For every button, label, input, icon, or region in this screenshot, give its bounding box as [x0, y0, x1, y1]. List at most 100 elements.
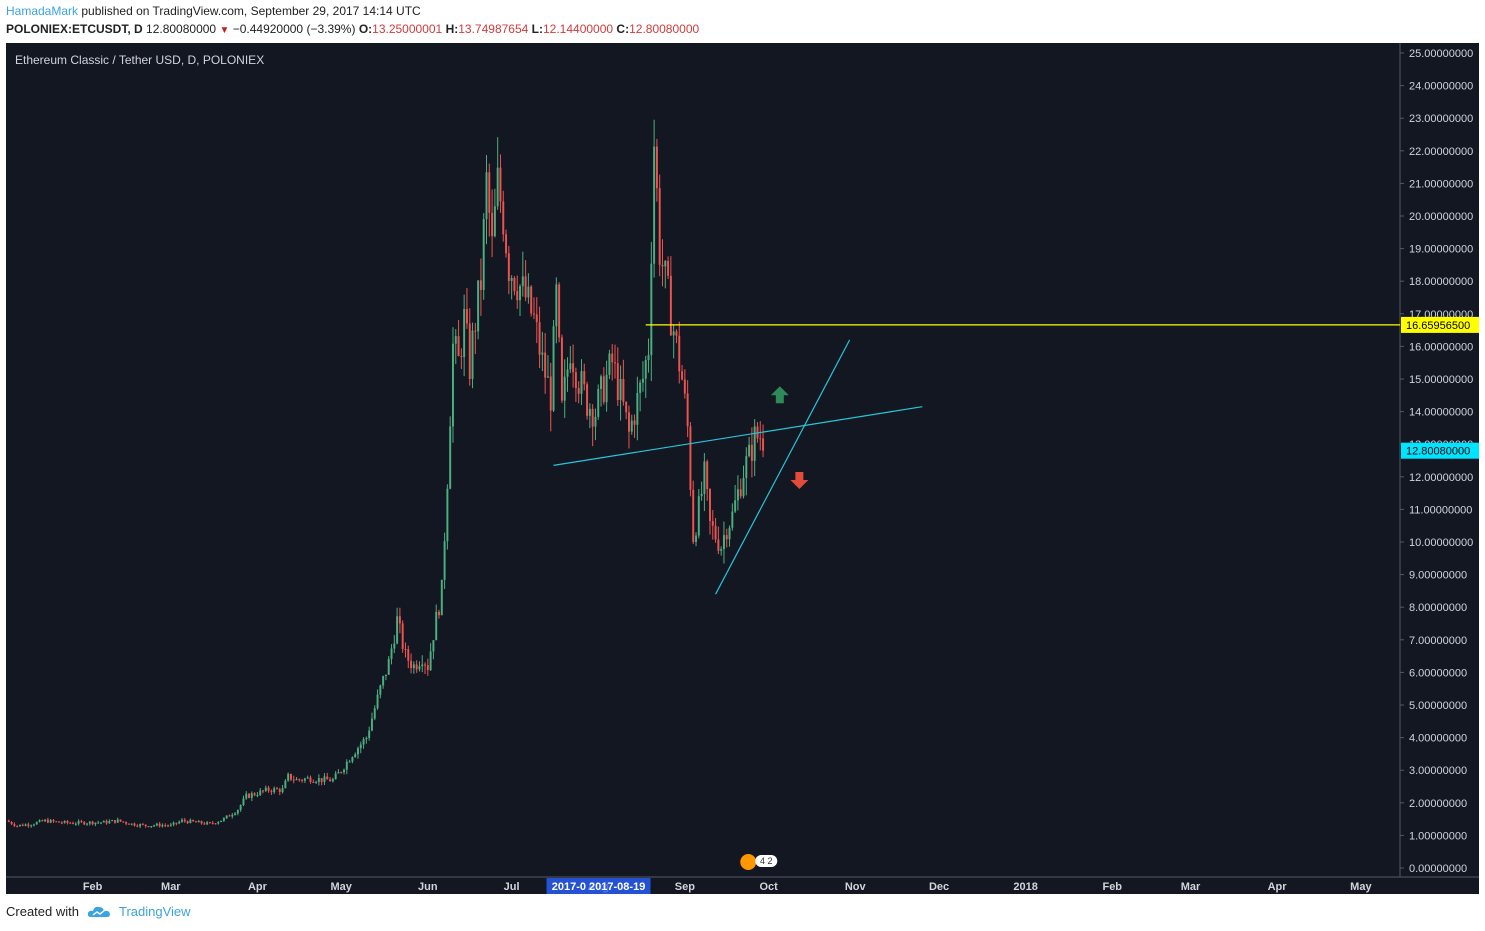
y-tick-label: 4.00000000 [1409, 733, 1467, 745]
candle-body [113, 820, 116, 823]
candle-body [133, 823, 136, 826]
y-tick-label: 10.00000000 [1409, 537, 1473, 549]
y-tick-label: 12.00000000 [1409, 472, 1473, 484]
candle-body [703, 461, 706, 494]
candle-body [594, 416, 597, 427]
candle-body [74, 823, 77, 825]
candle-body [32, 824, 35, 826]
y-tick-label: 7.00000000 [1409, 635, 1467, 647]
candle-body [298, 779, 301, 781]
candle-body [161, 825, 164, 827]
candle-body [488, 172, 491, 213]
author-link[interactable]: HamadaMark [6, 4, 79, 18]
candle-body [379, 685, 382, 695]
trendline [715, 339, 851, 595]
close-value: 12.80080000 [629, 22, 700, 36]
high-value: 13.74987654 [458, 22, 529, 36]
candle-body [267, 787, 270, 791]
x-tick-label: Jun [418, 881, 438, 893]
candle-body [63, 820, 66, 823]
candle-body [440, 579, 443, 616]
tradingview-link[interactable]: TradingView [118, 904, 191, 919]
candle-body [217, 821, 220, 824]
candle-body [463, 308, 466, 358]
candle-body [658, 188, 661, 265]
candle-body [527, 286, 530, 298]
candle-body [415, 664, 418, 670]
candle-body [588, 408, 591, 416]
candle-body [278, 789, 281, 793]
candle-body [10, 821, 13, 825]
candle-body [706, 461, 709, 490]
candle-body [426, 665, 429, 671]
tradingview-cloud-icon[interactable] [87, 905, 111, 919]
candle-body [276, 788, 278, 790]
candle-body [709, 489, 711, 521]
candle-body [669, 275, 672, 336]
candle-body [228, 815, 231, 817]
candle-body [686, 393, 689, 427]
price-chart[interactable]: 25.00000000 24.00000000 23.00000000 22.0000… [6, 43, 1479, 894]
candle-body [432, 640, 435, 652]
candle-body [18, 824, 21, 826]
candle-body [256, 795, 259, 797]
candle-body [546, 376, 549, 378]
candle-body [493, 206, 496, 237]
candle-body [231, 814, 234, 817]
candle-body [608, 353, 611, 375]
y-tick-label: 16.00000000 [1409, 341, 1473, 353]
x-tick-label: Apr [248, 881, 268, 893]
candle-body [111, 820, 114, 822]
chart-panel[interactable]: 25.00000000 24.00000000 23.00000000 22.0000… [6, 43, 1479, 894]
candle-body [611, 353, 614, 363]
candle-body [499, 167, 502, 202]
candle-body [373, 708, 376, 719]
candle-body [264, 787, 267, 791]
y-tick-label: 6.00000000 [1409, 667, 1467, 679]
high-label: H: [445, 22, 459, 36]
candle-body [563, 376, 566, 401]
candle-body [46, 819, 49, 823]
y-tick-label: 5.00000000 [1409, 700, 1467, 712]
candle-body [7, 820, 10, 822]
candle-body [630, 420, 633, 432]
candle-body [421, 664, 424, 667]
candle-body [66, 820, 69, 823]
candle-body [750, 444, 753, 461]
candle-body [697, 496, 700, 536]
candle-body [200, 821, 203, 824]
candle-body [507, 253, 510, 281]
candle-body [410, 660, 413, 669]
candle-body [136, 825, 139, 827]
candle-body [566, 369, 569, 377]
candle-body [153, 825, 156, 827]
candle-body [745, 456, 748, 478]
candle-body [681, 371, 684, 380]
candle-body [639, 382, 642, 393]
candle-body [362, 739, 365, 745]
candle-body [245, 793, 248, 799]
candle-body [650, 263, 653, 356]
candle-body [365, 737, 368, 740]
triangle-down-icon: ▼ [219, 25, 230, 36]
candle-body [38, 820, 41, 823]
candle-body [521, 276, 524, 287]
candle-body [69, 822, 72, 824]
candle-body [627, 412, 630, 432]
candle-body [236, 810, 239, 814]
candle-body [186, 821, 189, 824]
candle-body [225, 815, 228, 819]
y-tick-label: 1.00000000 [1409, 830, 1467, 842]
candle-body [625, 401, 628, 413]
candle-body [329, 779, 332, 782]
candle-body [549, 376, 552, 411]
candle-body [552, 326, 555, 411]
candle-body [30, 825, 33, 827]
y-tick-label: 18.00000000 [1409, 276, 1473, 288]
candle-body [435, 611, 438, 641]
candle-body [541, 352, 544, 355]
candle-body [398, 616, 401, 624]
x-tick-label: Jul [504, 881, 520, 893]
candle-body [569, 363, 572, 370]
candle-body [647, 355, 650, 361]
